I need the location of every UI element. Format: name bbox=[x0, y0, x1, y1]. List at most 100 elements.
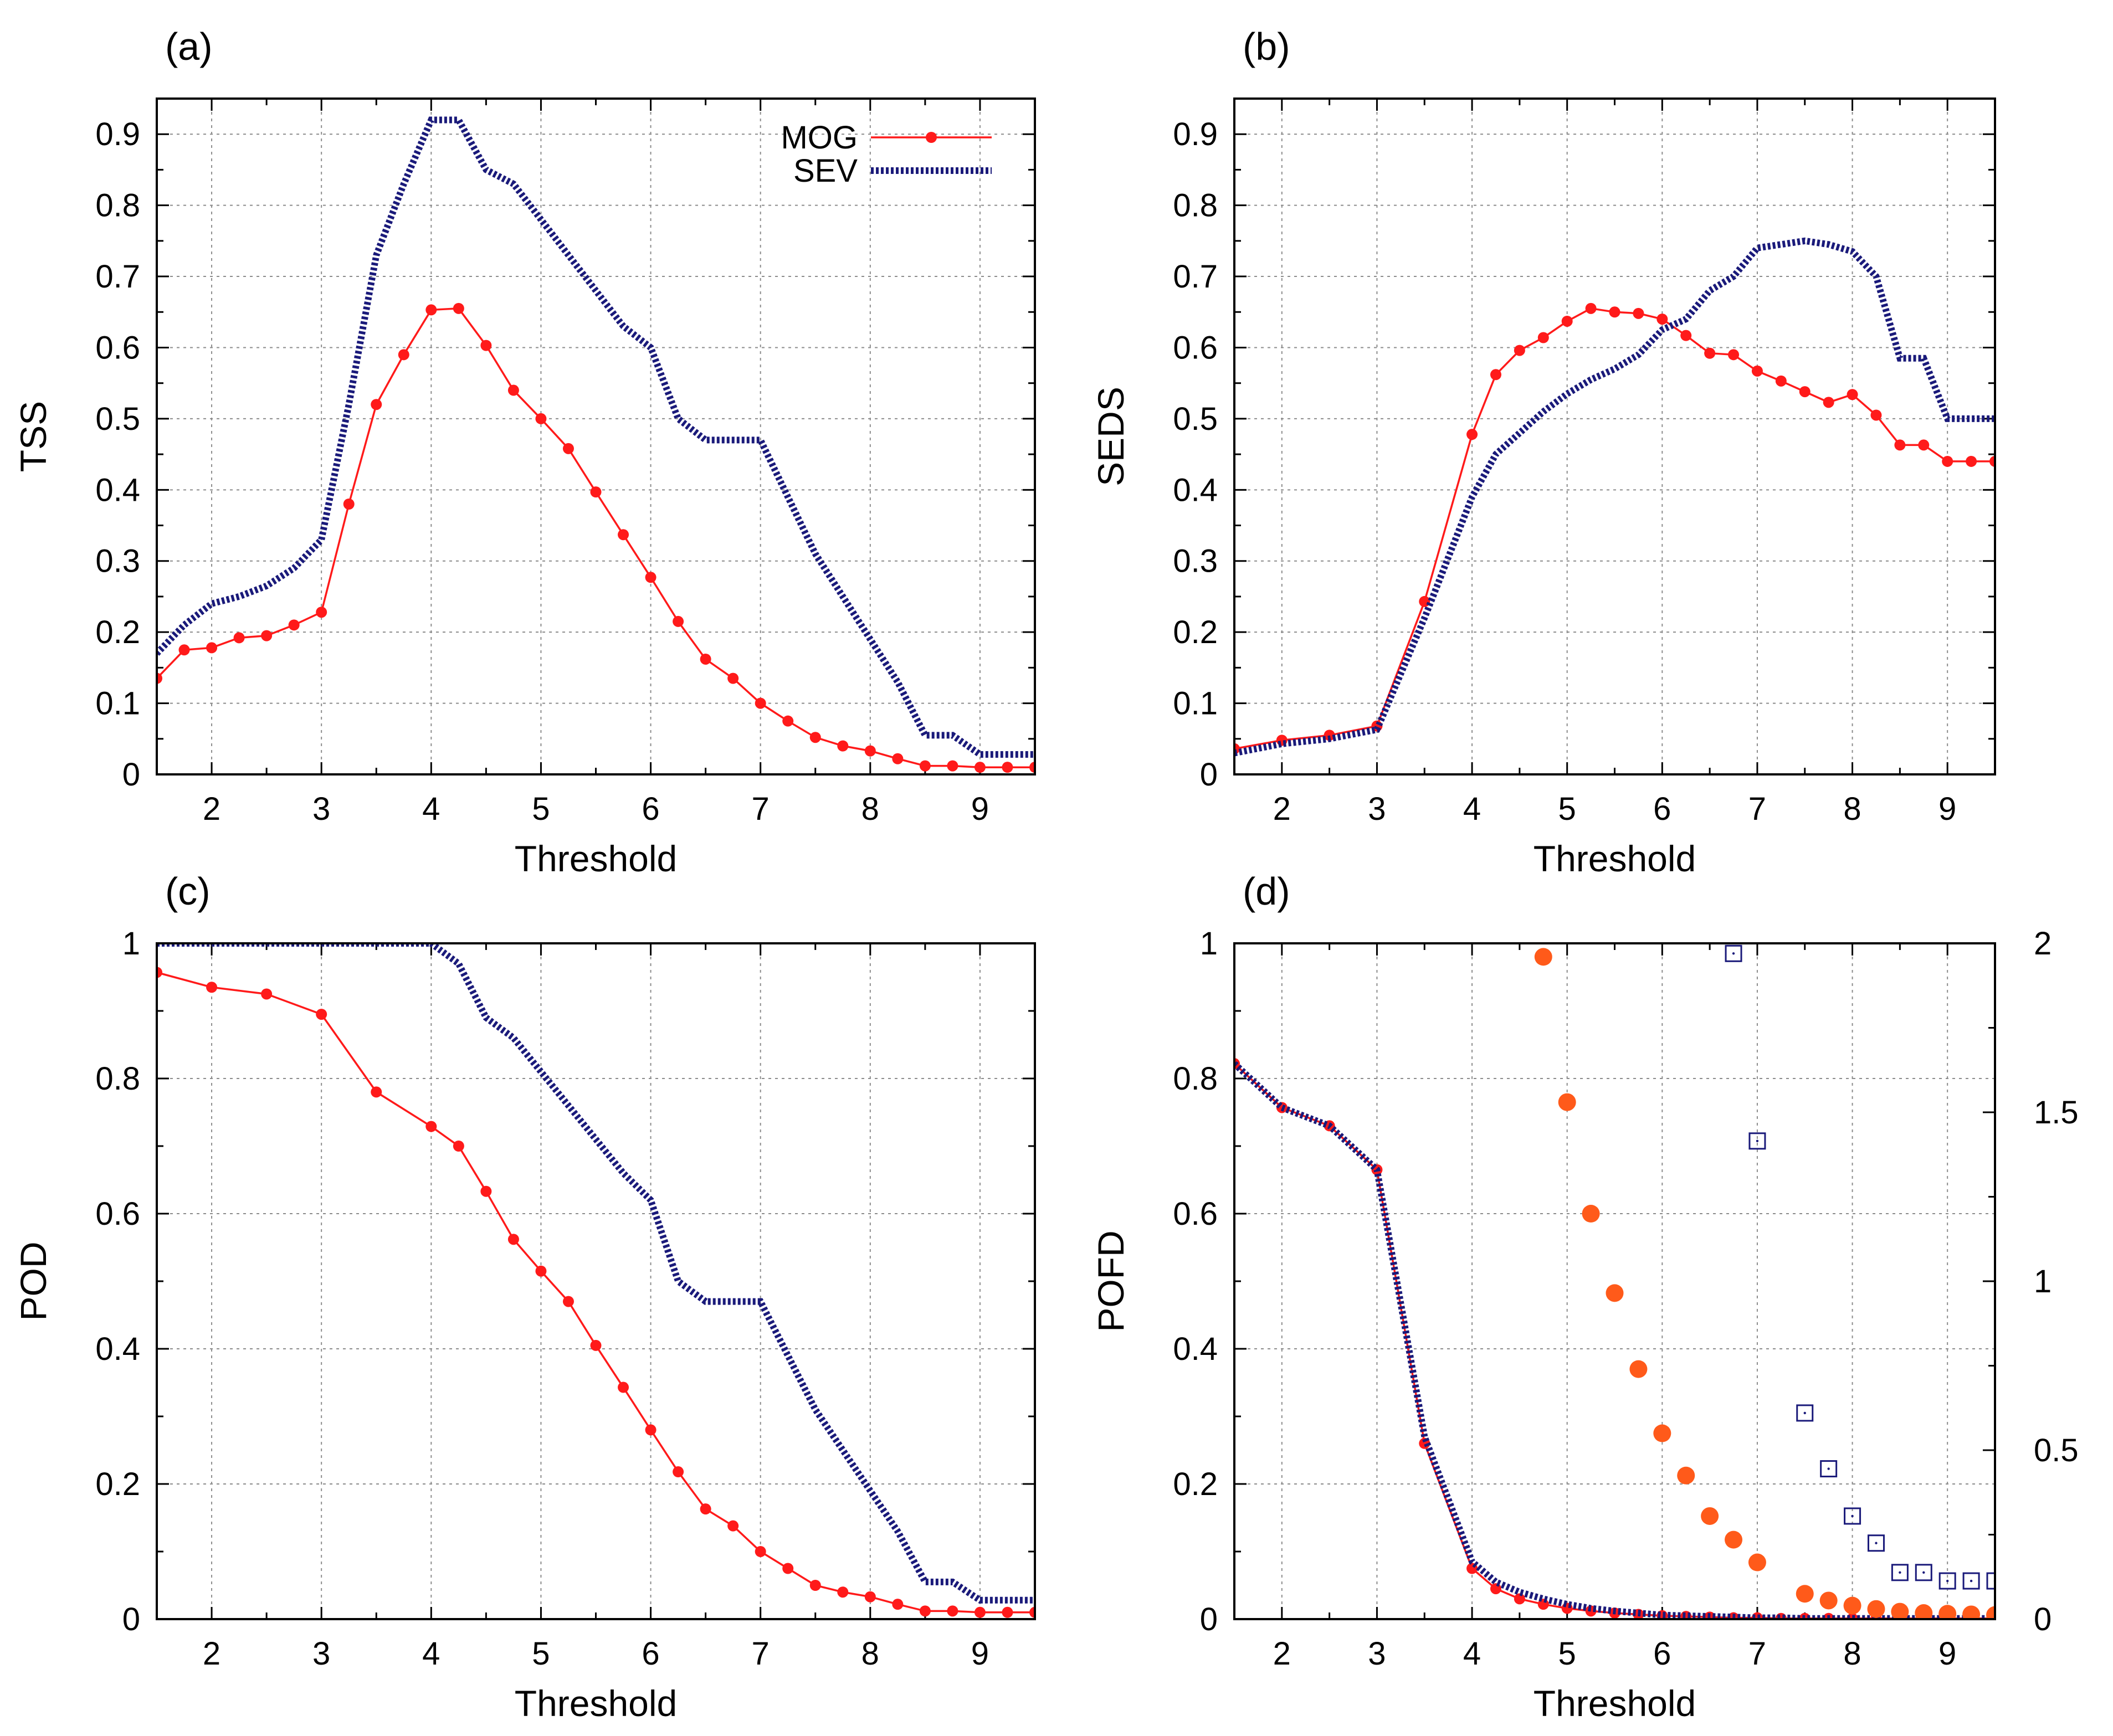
x-tick-label: 7 bbox=[752, 791, 770, 827]
x-tick-label: 2 bbox=[203, 791, 220, 827]
data-point-center-sev-bias bbox=[1756, 1139, 1759, 1143]
data-point-mog bbox=[1002, 1606, 1013, 1618]
plot-area bbox=[157, 116, 1035, 773]
y-tick-label: 0.8 bbox=[95, 188, 140, 224]
data-point-mog-bias bbox=[1582, 1205, 1600, 1223]
y-tick-label: 0.6 bbox=[95, 1196, 140, 1232]
y-tick-label: 0.6 bbox=[95, 330, 140, 366]
data-point-mog bbox=[919, 1605, 931, 1617]
data-point-mog bbox=[1942, 455, 1953, 467]
plot-frame bbox=[1233, 97, 1996, 775]
y-tick-label: 1 bbox=[1200, 926, 1218, 962]
plot-area bbox=[157, 943, 1035, 1618]
x-tick-label: 5 bbox=[532, 1636, 550, 1672]
plot-frame bbox=[1233, 942, 1996, 1620]
data-point-sev-bias bbox=[1820, 1460, 1838, 1478]
data-point-mog bbox=[343, 499, 355, 510]
data-point-mog bbox=[590, 486, 602, 498]
data-point-sev-bias bbox=[1962, 1572, 1980, 1590]
x-tick-label: 5 bbox=[1558, 1636, 1576, 1672]
data-point-mog bbox=[507, 384, 519, 396]
x-tick-label: 8 bbox=[861, 791, 879, 827]
data-point-mog bbox=[1561, 315, 1573, 327]
data-point-mog bbox=[1029, 1606, 1035, 1618]
data-point-mog-bias bbox=[1558, 1093, 1576, 1111]
y-tick-label: 0 bbox=[122, 1601, 140, 1637]
data-point-sev-bias bbox=[1748, 1132, 1766, 1150]
data-point-mog bbox=[755, 697, 766, 709]
y2-tick-label: 2 bbox=[2034, 926, 2052, 962]
data-point-sev-bias bbox=[1915, 1564, 1932, 1581]
data-point-mog bbox=[700, 653, 711, 665]
data-point-mog bbox=[1002, 762, 1013, 773]
data-point-mog bbox=[727, 1520, 739, 1532]
data-point-mog bbox=[1585, 302, 1597, 314]
x-tick-label: 2 bbox=[203, 1636, 220, 1672]
data-point-mog-bias bbox=[1915, 1604, 1933, 1619]
y-tick-label: 0.3 bbox=[1173, 543, 1218, 579]
data-point-mog bbox=[1894, 439, 1906, 451]
plot-frame bbox=[156, 942, 1036, 1620]
data-point-mog bbox=[316, 607, 327, 618]
y2-tick-label: 1.5 bbox=[2034, 1095, 2079, 1131]
data-point-mog bbox=[453, 1141, 464, 1152]
data-point-sev-bias bbox=[1986, 1572, 1995, 1590]
data-point-mog bbox=[700, 1503, 711, 1515]
x-tick-label: 3 bbox=[1368, 791, 1386, 827]
data-point-mog bbox=[809, 1580, 821, 1591]
data-point-mog bbox=[178, 644, 190, 656]
y-tick-label: 0.1 bbox=[95, 686, 140, 722]
data-point-mog bbox=[1966, 455, 1977, 467]
x-tick-label: 2 bbox=[1273, 791, 1291, 827]
x-tick-label: 8 bbox=[1843, 1636, 1861, 1672]
y-tick-label: 0 bbox=[122, 757, 140, 793]
series-line-sev bbox=[157, 116, 1035, 758]
data-point-mog bbox=[947, 1605, 958, 1617]
data-point-mog bbox=[562, 443, 574, 454]
data-point-mog bbox=[1514, 1593, 1525, 1605]
data-point-mog bbox=[974, 1606, 986, 1618]
y-tick-label: 0.4 bbox=[95, 472, 140, 508]
x-tick-label: 6 bbox=[1653, 791, 1671, 827]
panel-label: (d) bbox=[1243, 870, 1290, 913]
data-point-mog-bias bbox=[1891, 1603, 1909, 1619]
data-point-mog-bias bbox=[1843, 1596, 1861, 1615]
legend-label: MOG bbox=[781, 120, 858, 156]
data-point-mog bbox=[864, 1591, 876, 1603]
data-point-sev-bias bbox=[1844, 1507, 1861, 1525]
data-point-sev-bias bbox=[1867, 1534, 1885, 1552]
data-point-mog bbox=[919, 760, 931, 772]
plot-frame bbox=[156, 97, 1036, 775]
data-point-mog bbox=[1514, 345, 1525, 356]
y-tick-label: 0.6 bbox=[1173, 330, 1218, 366]
y-tick-label: 0.8 bbox=[1173, 188, 1218, 224]
x-tick-label: 4 bbox=[422, 791, 440, 827]
y-tick-label: 0.5 bbox=[95, 401, 140, 437]
data-point-center-sev-bias bbox=[1899, 1571, 1901, 1574]
data-point-mog bbox=[233, 632, 245, 644]
series-line-sev bbox=[1234, 237, 1995, 757]
data-point-mog bbox=[1537, 332, 1549, 343]
x-tick-label: 6 bbox=[642, 1636, 659, 1672]
x-tick-label: 6 bbox=[1653, 1636, 1671, 1672]
y-tick-label: 0.2 bbox=[95, 1466, 140, 1502]
data-point-mog bbox=[782, 715, 794, 727]
x-tick-label: 9 bbox=[971, 791, 989, 827]
legend-label: SEV bbox=[793, 153, 858, 189]
y-tick-label: 1 bbox=[122, 926, 140, 962]
x-tick-label: 8 bbox=[861, 1636, 879, 1672]
data-point-mog bbox=[206, 642, 218, 654]
data-point-center-sev-bias bbox=[1875, 1542, 1878, 1544]
legend-swatch-marker bbox=[926, 132, 937, 143]
data-point-mog bbox=[1799, 386, 1811, 398]
data-point-mog bbox=[864, 745, 876, 757]
data-point-mog bbox=[480, 340, 492, 351]
series-line-mog bbox=[157, 971, 1035, 1614]
data-point-mog bbox=[947, 760, 958, 772]
x-tick-label: 3 bbox=[312, 791, 330, 827]
series-line-mog bbox=[1234, 307, 1995, 750]
y-tick-label: 0.5 bbox=[1173, 401, 1218, 437]
data-point-center-sev-bias bbox=[1803, 1411, 1806, 1415]
y2-tick-label: 0 bbox=[2034, 1601, 2052, 1637]
data-point-mog bbox=[837, 1586, 849, 1598]
